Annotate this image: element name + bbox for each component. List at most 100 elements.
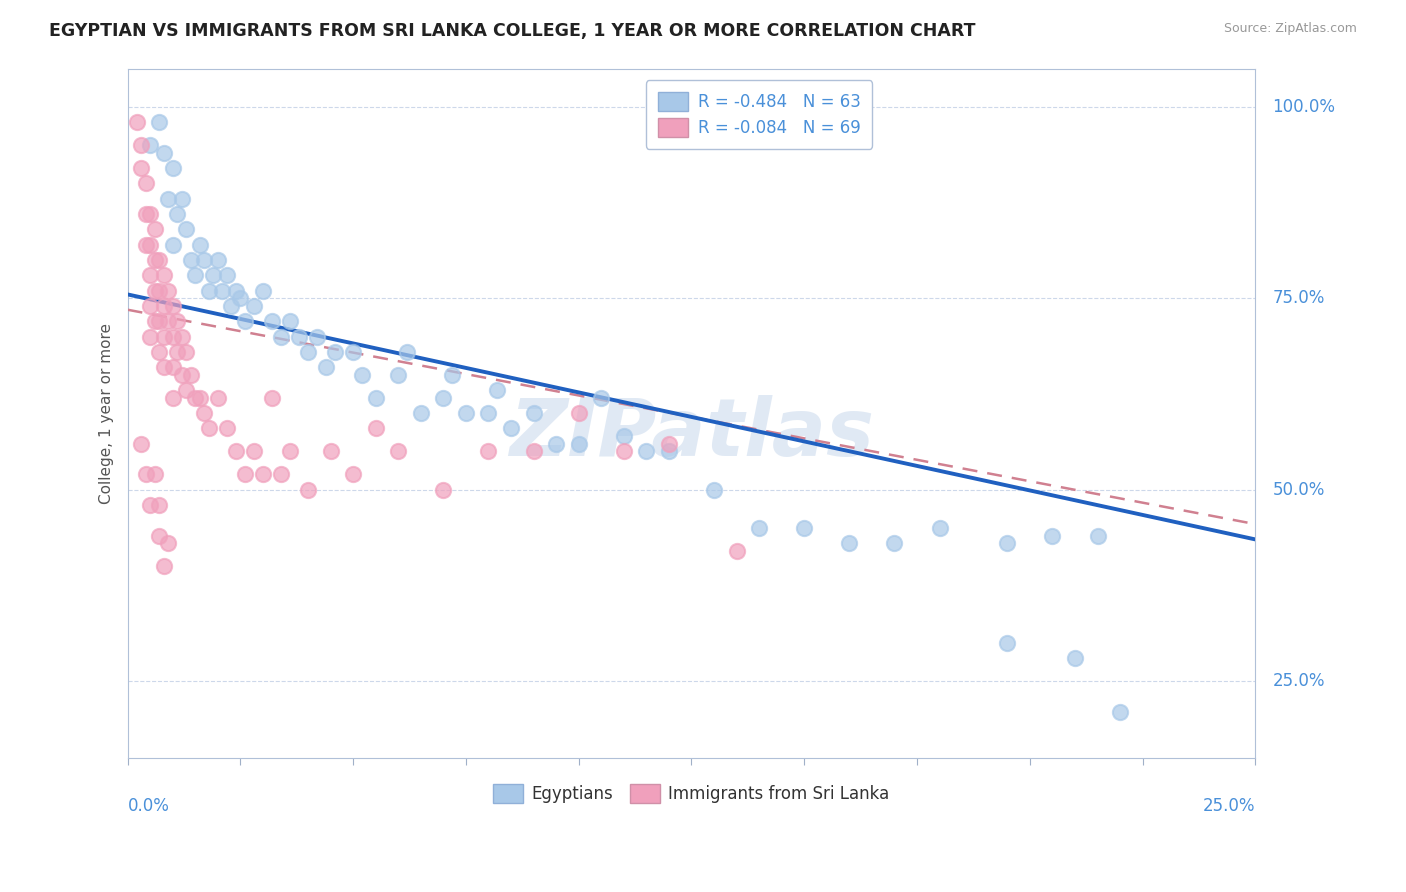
Point: [225, 444, 247, 458]
Point: [252, 284, 274, 298]
Point: [152, 268, 174, 283]
Point: [148, 528, 170, 542]
Point: [193, 252, 215, 267]
Point: [342, 344, 364, 359]
Point: [305, 329, 328, 343]
Point: [432, 391, 454, 405]
Point: [215, 421, 238, 435]
Point: [157, 192, 180, 206]
Point: [409, 406, 432, 420]
Point: [193, 406, 215, 420]
Point: [148, 314, 170, 328]
Point: [297, 344, 319, 359]
Point: [838, 536, 860, 550]
Point: [315, 360, 337, 375]
Point: [221, 299, 243, 313]
Point: [162, 391, 184, 405]
Point: [278, 314, 301, 328]
Point: [613, 429, 636, 443]
Point: [139, 329, 162, 343]
Point: [188, 237, 211, 252]
Point: [658, 444, 681, 458]
Point: [658, 436, 681, 450]
Point: [319, 444, 342, 458]
Point: [152, 559, 174, 574]
Point: [162, 161, 184, 175]
Point: [162, 299, 184, 313]
Point: [135, 207, 157, 221]
Point: [441, 368, 464, 382]
Point: [184, 391, 207, 405]
Point: [139, 299, 162, 313]
Point: [188, 391, 211, 405]
Point: [148, 284, 170, 298]
Point: [229, 291, 252, 305]
Point: [523, 444, 546, 458]
Point: [162, 329, 184, 343]
Point: [793, 521, 815, 535]
Point: [180, 252, 202, 267]
Point: [270, 329, 292, 343]
Point: [636, 444, 658, 458]
Point: [591, 391, 613, 405]
Point: [207, 252, 229, 267]
Point: [278, 444, 301, 458]
Point: [157, 536, 180, 550]
Point: [129, 436, 152, 450]
Point: [162, 360, 184, 375]
Point: [928, 521, 950, 535]
Point: [260, 314, 283, 328]
Point: [364, 421, 387, 435]
Point: [180, 368, 202, 382]
Point: [139, 237, 162, 252]
Point: [129, 161, 152, 175]
Point: [225, 284, 247, 298]
Point: [152, 360, 174, 375]
Text: 25.0%: 25.0%: [1272, 672, 1324, 690]
Point: [174, 222, 197, 236]
Point: [152, 145, 174, 160]
Point: [748, 521, 770, 535]
Point: [486, 383, 509, 397]
Point: [211, 284, 233, 298]
Point: [364, 391, 387, 405]
Point: [170, 329, 193, 343]
Point: [157, 284, 180, 298]
Point: [139, 138, 162, 153]
Point: [352, 368, 374, 382]
Text: 0.0%: 0.0%: [128, 797, 170, 814]
Point: [143, 222, 166, 236]
Point: [342, 467, 364, 482]
Point: [129, 138, 152, 153]
Legend: Egyptians, Immigrants from Sri Lanka: Egyptians, Immigrants from Sri Lanka: [485, 775, 898, 812]
Point: [703, 483, 725, 497]
Point: [143, 252, 166, 267]
Point: [143, 314, 166, 328]
Point: [148, 498, 170, 512]
Point: [233, 314, 256, 328]
Point: [454, 406, 477, 420]
Point: [1109, 705, 1132, 719]
Text: Source: ZipAtlas.com: Source: ZipAtlas.com: [1223, 22, 1357, 36]
Point: [139, 207, 162, 221]
Point: [125, 115, 148, 129]
Point: [174, 383, 197, 397]
Point: [725, 544, 748, 558]
Point: [387, 368, 409, 382]
Point: [202, 268, 225, 283]
Point: [139, 498, 162, 512]
Point: [184, 268, 207, 283]
Point: [995, 636, 1018, 650]
Point: [162, 237, 184, 252]
Point: [135, 467, 157, 482]
Point: [1042, 528, 1064, 542]
Point: [243, 299, 266, 313]
Point: [432, 483, 454, 497]
Point: [260, 391, 283, 405]
Point: [499, 421, 522, 435]
Point: [477, 444, 499, 458]
Text: 25.0%: 25.0%: [1204, 797, 1256, 814]
Point: [135, 237, 157, 252]
Point: [215, 268, 238, 283]
Point: [148, 115, 170, 129]
